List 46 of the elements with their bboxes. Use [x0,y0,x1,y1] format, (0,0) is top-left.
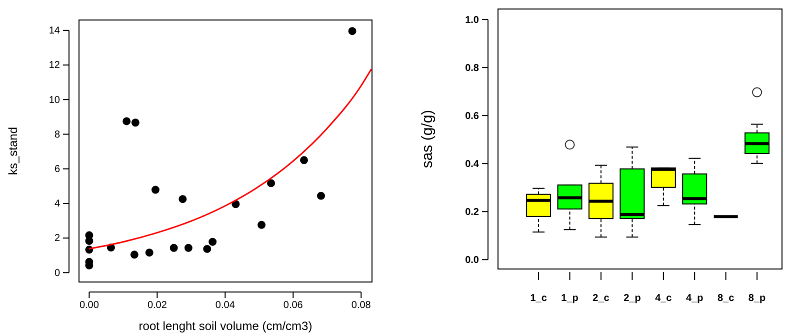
point [184,244,192,252]
y-tick-label: 8 [54,129,60,140]
point [122,117,131,126]
point [131,118,140,127]
point [151,186,160,194]
x-tick-label: 8_p [748,293,766,304]
y-tick-label: 14 [48,26,60,37]
y-tick-label: 4 [54,198,60,210]
y-tick-label: 6 [54,164,60,176]
point [208,238,217,246]
y-axis-title: ks_stand [6,126,20,176]
x-tick-label: 0.02 [147,300,168,312]
point [130,250,138,259]
x-tick-label: 2_p [624,293,641,304]
point [170,244,178,252]
x-tick-label: 0.04 [215,300,236,312]
point [267,179,276,188]
y-tick-label: 10 [48,94,60,106]
x-tick-label: 1_p [561,293,578,304]
point [317,192,326,200]
x-tick-label: 1_c [530,293,548,304]
x-tick-label: 0.08 [351,300,372,312]
x-tick-label: 2_c [592,293,610,304]
x-axis-title: root lenght soil volume (cm/cm3) [138,319,312,333]
point [145,248,154,257]
x-tick-label: 4_p [686,293,704,304]
y-tick-label: 0.8 [465,62,480,74]
point [85,237,94,245]
point [178,195,187,204]
y-tick-label: 0.2 [465,206,480,218]
point [203,244,212,253]
y-tick-label: 0.0 [465,254,480,266]
y-tick-label: 0 [54,268,60,279]
x-tick-label: 0.00 [79,300,100,312]
y-axis-title: sas (g/g) [418,110,436,168]
point [300,156,308,164]
point [258,220,266,229]
y-tick-label: 1.0 [465,14,480,26]
y-tick-label: 0.6 [465,110,480,122]
point [348,27,356,36]
y-tick-label: 12 [48,60,60,72]
y-tick-label: 2 [54,233,60,244]
x-tick-label: 4_c [655,293,672,304]
x-tick-label: 0.06 [283,300,304,312]
y-tick-label: 0.4 [465,158,480,170]
x-tick-label: 8_c [717,293,735,304]
